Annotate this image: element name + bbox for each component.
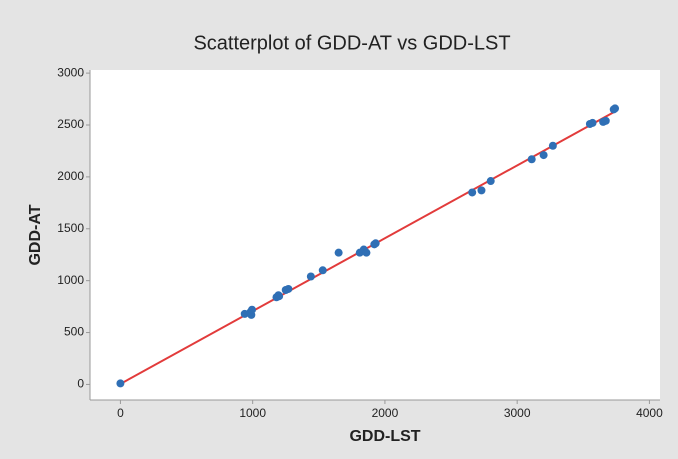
- y-axis-label: GDD-AT: [27, 204, 44, 265]
- chart-title: Scatterplot of GDD-AT vs GDD-LST: [193, 32, 510, 54]
- point: [468, 188, 477, 197]
- y-tick-label: 3000: [57, 65, 84, 79]
- point: [588, 118, 597, 127]
- point: [284, 284, 293, 293]
- point: [486, 177, 495, 186]
- y-tick-label: 500: [64, 325, 84, 339]
- x-tick-label: 1000: [239, 406, 266, 420]
- point: [275, 292, 284, 301]
- point: [362, 248, 371, 257]
- point: [306, 272, 315, 281]
- x-tick-label: 4000: [636, 406, 663, 420]
- x-tick-label: 3000: [504, 406, 531, 420]
- point: [334, 248, 343, 257]
- x-axis-label: GDD-LST: [349, 428, 420, 445]
- x-tick-label: 0: [117, 406, 124, 420]
- y-tick-label: 1500: [57, 221, 84, 235]
- y-tick-label: 2000: [57, 169, 84, 183]
- point: [611, 104, 620, 113]
- y-tick-label: 1000: [57, 273, 84, 287]
- y-tick-label: 2500: [57, 117, 84, 131]
- x-tick-label: 2000: [372, 406, 399, 420]
- point: [248, 305, 257, 314]
- point: [601, 116, 610, 125]
- point: [318, 266, 327, 275]
- point: [477, 186, 486, 195]
- point: [116, 379, 125, 388]
- point: [527, 155, 536, 164]
- y-tick-label: 0: [77, 377, 84, 391]
- point: [539, 151, 548, 160]
- point: [548, 141, 557, 150]
- plot-area: [90, 70, 660, 400]
- point: [371, 239, 380, 248]
